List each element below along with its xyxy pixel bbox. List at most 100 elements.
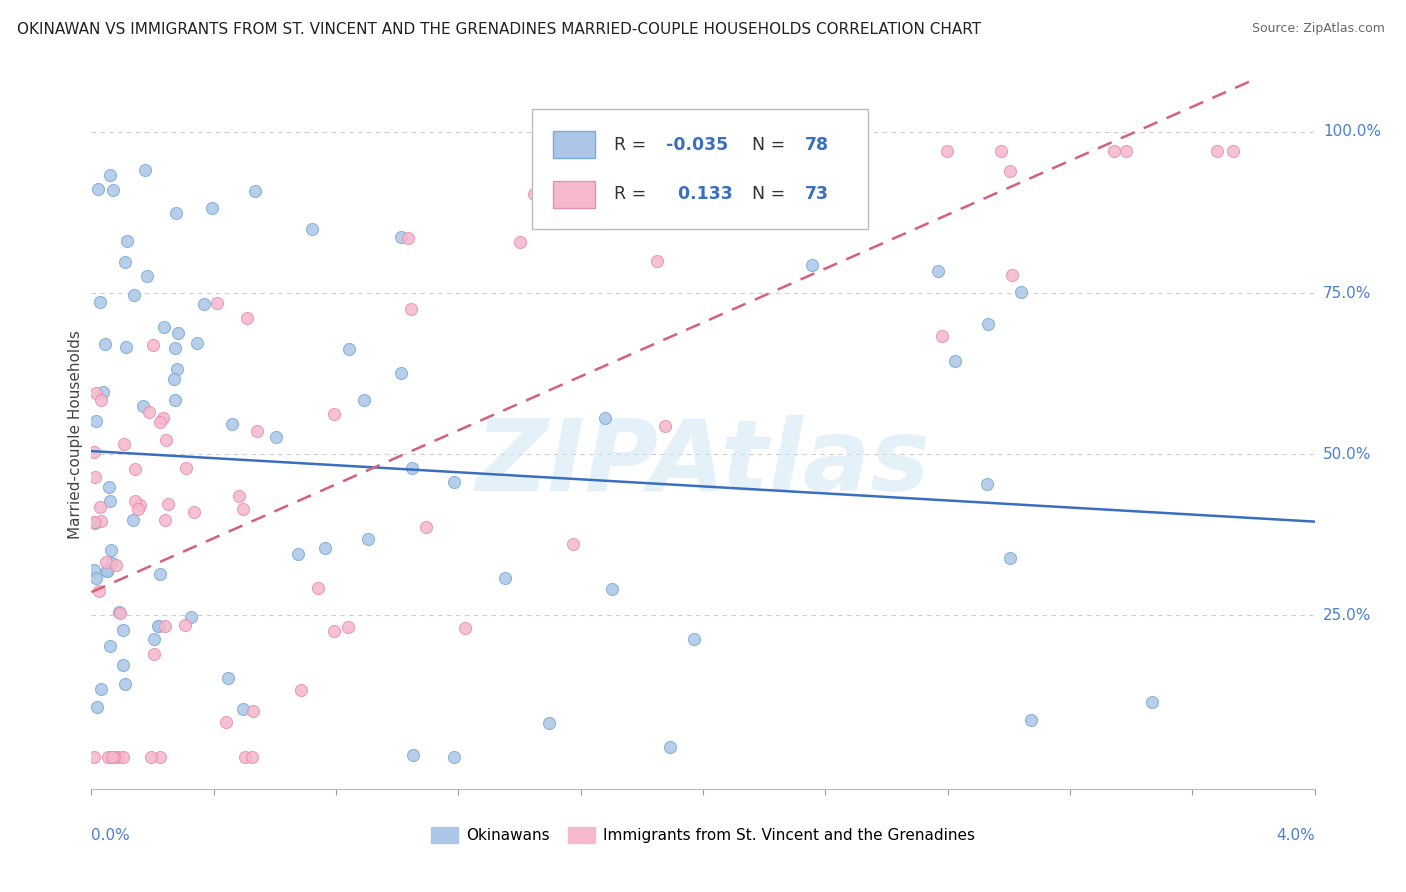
Point	[90, 682, 112, 697]
Point	[117, 234, 139, 248]
Point	[353, 393, 375, 408]
Point	[232, 502, 254, 516]
Point	[166, 362, 188, 376]
Point	[148, 415, 170, 429]
Point	[84, 571, 107, 585]
Point	[301, 222, 323, 236]
Point	[97, 480, 120, 494]
Point	[232, 702, 254, 716]
Point	[399, 301, 422, 316]
Point	[114, 340, 136, 354]
Point	[89, 500, 111, 514]
Point	[389, 230, 412, 244]
Point	[122, 513, 145, 527]
Point	[83, 564, 105, 578]
Point	[100, 543, 122, 558]
Point	[264, 430, 287, 444]
Point	[103, 750, 125, 764]
Text: 25.0%: 25.0%	[1323, 607, 1371, 623]
Point	[112, 437, 135, 451]
Point	[98, 639, 121, 653]
Point	[217, 671, 239, 685]
Point	[84, 414, 107, 428]
Point	[149, 750, 172, 764]
Point	[454, 621, 477, 635]
Point	[138, 405, 160, 419]
Point	[86, 181, 108, 195]
Point	[186, 335, 208, 350]
Point	[180, 609, 202, 624]
Point	[322, 624, 344, 638]
Point	[193, 297, 215, 311]
Point	[494, 571, 516, 585]
Point	[94, 555, 117, 569]
Point	[201, 201, 224, 215]
Point	[94, 336, 117, 351]
Point	[108, 607, 131, 621]
Point	[562, 537, 585, 551]
Text: R =: R =	[613, 186, 651, 203]
Point	[96, 564, 118, 578]
Point	[235, 750, 257, 764]
Point	[101, 556, 124, 570]
Point	[415, 520, 437, 534]
Point	[1001, 268, 1024, 283]
Point	[246, 424, 269, 438]
Point	[221, 417, 243, 431]
Point	[83, 750, 105, 764]
FancyBboxPatch shape	[531, 109, 868, 229]
Point	[401, 461, 423, 475]
Point	[356, 533, 378, 547]
Point	[153, 320, 176, 334]
Point	[242, 704, 264, 718]
Point	[84, 469, 107, 483]
Point	[132, 400, 155, 414]
Point	[114, 254, 136, 268]
Point	[228, 489, 250, 503]
Point	[136, 268, 159, 283]
FancyBboxPatch shape	[553, 181, 595, 208]
Point	[98, 494, 121, 508]
Point	[103, 750, 125, 764]
Point	[163, 372, 186, 386]
Point	[129, 498, 152, 512]
Point	[931, 329, 953, 343]
Text: N =: N =	[752, 136, 790, 153]
Point	[86, 700, 108, 714]
Point	[935, 145, 957, 159]
Point	[658, 739, 681, 754]
Point	[391, 366, 413, 380]
Point	[337, 619, 360, 633]
Point	[314, 541, 336, 556]
Point	[1010, 285, 1032, 300]
Text: 0.0%: 0.0%	[91, 829, 131, 843]
Point	[1104, 145, 1126, 159]
Point	[155, 433, 177, 447]
Point	[152, 411, 174, 425]
Text: 100.0%: 100.0%	[1323, 124, 1381, 139]
Point	[1019, 713, 1042, 727]
Point	[1206, 145, 1229, 159]
Point	[142, 337, 165, 351]
Point	[149, 566, 172, 581]
Point	[396, 231, 419, 245]
Legend: Okinawans, Immigrants from St. Vincent and the Grenadines: Okinawans, Immigrants from St. Vincent a…	[425, 821, 981, 849]
Text: Source: ZipAtlas.com: Source: ZipAtlas.com	[1251, 22, 1385, 36]
Point	[240, 750, 263, 764]
Point	[167, 326, 190, 340]
Point	[104, 558, 127, 573]
Point	[148, 619, 170, 633]
Point	[927, 264, 949, 278]
Point	[87, 583, 110, 598]
FancyBboxPatch shape	[553, 131, 595, 158]
Point	[174, 618, 197, 632]
Point	[654, 418, 676, 433]
Point	[112, 750, 135, 764]
Point	[600, 582, 623, 596]
Point	[245, 185, 267, 199]
Point	[509, 235, 531, 249]
Text: 75.0%: 75.0%	[1323, 285, 1371, 301]
Point	[114, 677, 136, 691]
Text: ZIPAtlas: ZIPAtlas	[475, 415, 931, 512]
Point	[96, 564, 118, 578]
